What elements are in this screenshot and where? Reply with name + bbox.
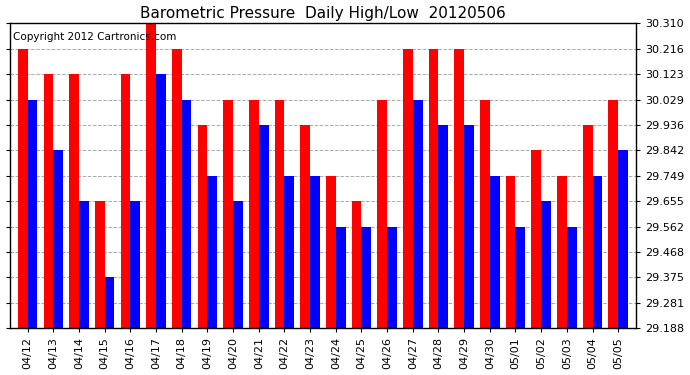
Bar xyxy=(413,99,422,328)
Text: Copyright 2012 Cartronics.com: Copyright 2012 Cartronics.com xyxy=(13,32,176,42)
Bar xyxy=(455,49,464,328)
Bar xyxy=(233,201,243,328)
Bar xyxy=(156,74,166,328)
Bar xyxy=(567,226,577,328)
Bar xyxy=(531,150,541,328)
Bar xyxy=(352,201,362,328)
Bar xyxy=(130,201,140,328)
Bar xyxy=(326,176,336,328)
Bar xyxy=(377,99,387,328)
Bar xyxy=(224,99,233,328)
Bar xyxy=(18,49,28,328)
Bar xyxy=(69,74,79,328)
Bar xyxy=(464,125,474,328)
Bar xyxy=(336,226,346,328)
Bar xyxy=(181,99,192,328)
Bar xyxy=(28,99,37,328)
Bar xyxy=(403,49,413,328)
Bar xyxy=(95,201,105,328)
Bar xyxy=(583,125,593,328)
Bar xyxy=(259,125,268,328)
Bar xyxy=(310,176,320,328)
Bar xyxy=(490,176,500,328)
Bar xyxy=(197,125,208,328)
Bar xyxy=(146,23,156,328)
Bar xyxy=(43,74,53,328)
Bar xyxy=(515,226,525,328)
Bar xyxy=(105,278,115,328)
Bar xyxy=(362,226,371,328)
Bar xyxy=(428,49,438,328)
Bar xyxy=(618,150,628,328)
Bar xyxy=(480,99,490,328)
Bar xyxy=(172,49,181,328)
Bar xyxy=(506,176,515,328)
Bar xyxy=(79,201,89,328)
Bar xyxy=(609,99,618,328)
Bar xyxy=(121,74,130,328)
Bar xyxy=(284,176,294,328)
Bar xyxy=(249,99,259,328)
Title: Barometric Pressure  Daily High/Low  20120506: Barometric Pressure Daily High/Low 20120… xyxy=(140,6,506,21)
Bar xyxy=(541,201,551,328)
Bar xyxy=(300,125,310,328)
Bar xyxy=(593,176,602,328)
Bar xyxy=(387,226,397,328)
Bar xyxy=(208,176,217,328)
Bar xyxy=(53,150,63,328)
Bar xyxy=(557,176,567,328)
Bar xyxy=(438,125,449,328)
Bar xyxy=(275,99,284,328)
